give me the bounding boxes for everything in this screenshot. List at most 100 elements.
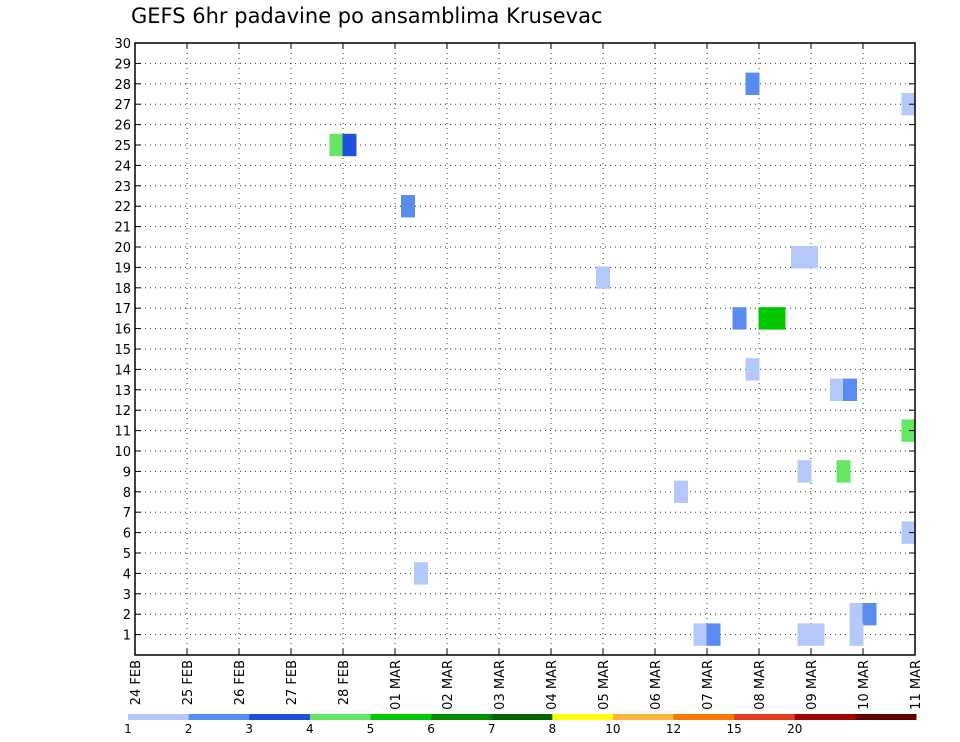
x-tick-label: 01 MAR (389, 660, 404, 710)
x-tick-label: 26 FEB (233, 660, 248, 705)
colorbar-segment (249, 714, 311, 720)
data-cell (901, 419, 916, 442)
y-tick-label: 9 (123, 465, 131, 480)
x-tick-label: 09 MAR (805, 660, 820, 710)
data-cell (901, 93, 916, 116)
y-tick-label: 24 (114, 159, 131, 174)
data-cell (862, 603, 877, 626)
y-tick-label: 18 (114, 282, 131, 297)
y-tick-label: 27 (114, 98, 131, 113)
colorbar-label: 4 (306, 722, 314, 736)
colorbar-segment (309, 714, 371, 720)
data-cell (401, 195, 415, 218)
colorbar-label: 3 (245, 722, 253, 736)
data-cell (596, 266, 610, 289)
colorbar-label: 7 (488, 722, 496, 736)
y-tick-label: 21 (114, 221, 131, 236)
x-tick-label: 03 MAR (493, 660, 508, 710)
data-cell (901, 521, 916, 544)
x-tick-label: 06 MAR (649, 660, 664, 710)
y-tick-label: 6 (123, 527, 131, 542)
data-cell (674, 480, 688, 503)
colorbar-label: 5 (367, 722, 375, 736)
x-tick-label: 07 MAR (701, 660, 716, 710)
data-cell (693, 623, 708, 646)
x-tick-label: 02 MAR (441, 660, 456, 710)
y-tick-label: 23 (114, 180, 131, 195)
data-cell (843, 378, 857, 401)
colorbar-segment (734, 714, 796, 720)
colorbar-label: 10 (605, 722, 620, 736)
colorbar-segment (673, 714, 735, 720)
y-tick-label: 25 (114, 139, 131, 154)
data-cell (745, 72, 760, 95)
colorbar-segment (188, 714, 250, 720)
x-tick-label: 24 FEB (129, 660, 144, 705)
data-cell (758, 307, 773, 330)
colorbar-segment (855, 714, 917, 720)
x-tick-label: 28 FEB (337, 660, 352, 705)
x-tick-label: 05 MAR (597, 660, 612, 710)
colorbar-label: 1 (124, 722, 132, 736)
data-cell (849, 603, 864, 626)
y-tick-label: 12 (114, 404, 131, 419)
y-tick-label: 13 (114, 384, 131, 399)
x-tick-label: 27 FEB (285, 660, 300, 705)
y-tick-label: 26 (114, 119, 131, 134)
y-tick-label: 14 (114, 363, 131, 378)
data-cell (797, 623, 812, 646)
y-tick-label: 28 (114, 78, 131, 93)
chart-title: GEFS 6hr padavine po ansamblima Krusevac (131, 4, 603, 28)
data-cell (745, 358, 760, 381)
data-cell (342, 133, 357, 157)
y-tick-label: 1 (123, 629, 131, 644)
y-tick-label: 15 (114, 343, 131, 358)
y-tick-label: 11 (114, 425, 131, 440)
y-tick-label: 19 (114, 261, 131, 276)
y-tick-label: 2 (123, 608, 131, 623)
data-cell (329, 133, 344, 157)
colorbar-segment (612, 714, 675, 720)
data-cell (830, 378, 844, 401)
colorbar-segment (128, 714, 190, 720)
y-tick-label: 16 (114, 323, 131, 338)
colorbar-segment (491, 714, 553, 720)
colorbar-label: 6 (427, 722, 435, 736)
colorbar-label: 2 (185, 722, 193, 736)
colorbar-label: 20 (787, 722, 802, 736)
colorbar-label: 12 (666, 722, 681, 736)
x-tick-label: 11 MAR (909, 660, 924, 710)
data-cell (797, 460, 812, 483)
y-tick-label: 10 (114, 445, 131, 460)
colorbar-segment (794, 714, 856, 720)
x-tick-label: 25 FEB (181, 660, 196, 705)
y-tick-label: 8 (123, 486, 131, 501)
x-tick-label: 10 MAR (857, 660, 872, 710)
colorbar-segment (431, 714, 493, 720)
colorbar-segment (552, 714, 614, 720)
x-tick-label: 04 MAR (545, 660, 560, 710)
data-cell (791, 246, 805, 269)
y-tick-label: 3 (123, 588, 131, 603)
y-tick-label: 7 (123, 506, 131, 521)
data-cell (810, 623, 825, 646)
x-tick-label: 08 MAR (753, 660, 768, 710)
data-cell (414, 562, 428, 585)
y-tick-label: 20 (114, 241, 131, 256)
colorbar-label: 15 (727, 722, 742, 736)
y-tick-label: 29 (114, 57, 131, 72)
data-cell (804, 246, 818, 269)
data-cell (771, 307, 786, 330)
data-cell (706, 623, 721, 646)
y-tick-label: 5 (123, 547, 131, 562)
data-cell (849, 623, 864, 646)
data-cell (836, 460, 851, 483)
y-tick-label: 30 (114, 37, 131, 52)
y-tick-label: 4 (123, 567, 131, 582)
colorbar-segment (370, 714, 432, 720)
y-tick-label: 17 (114, 302, 131, 317)
data-cell (732, 307, 747, 330)
y-tick-label: 22 (114, 200, 131, 215)
